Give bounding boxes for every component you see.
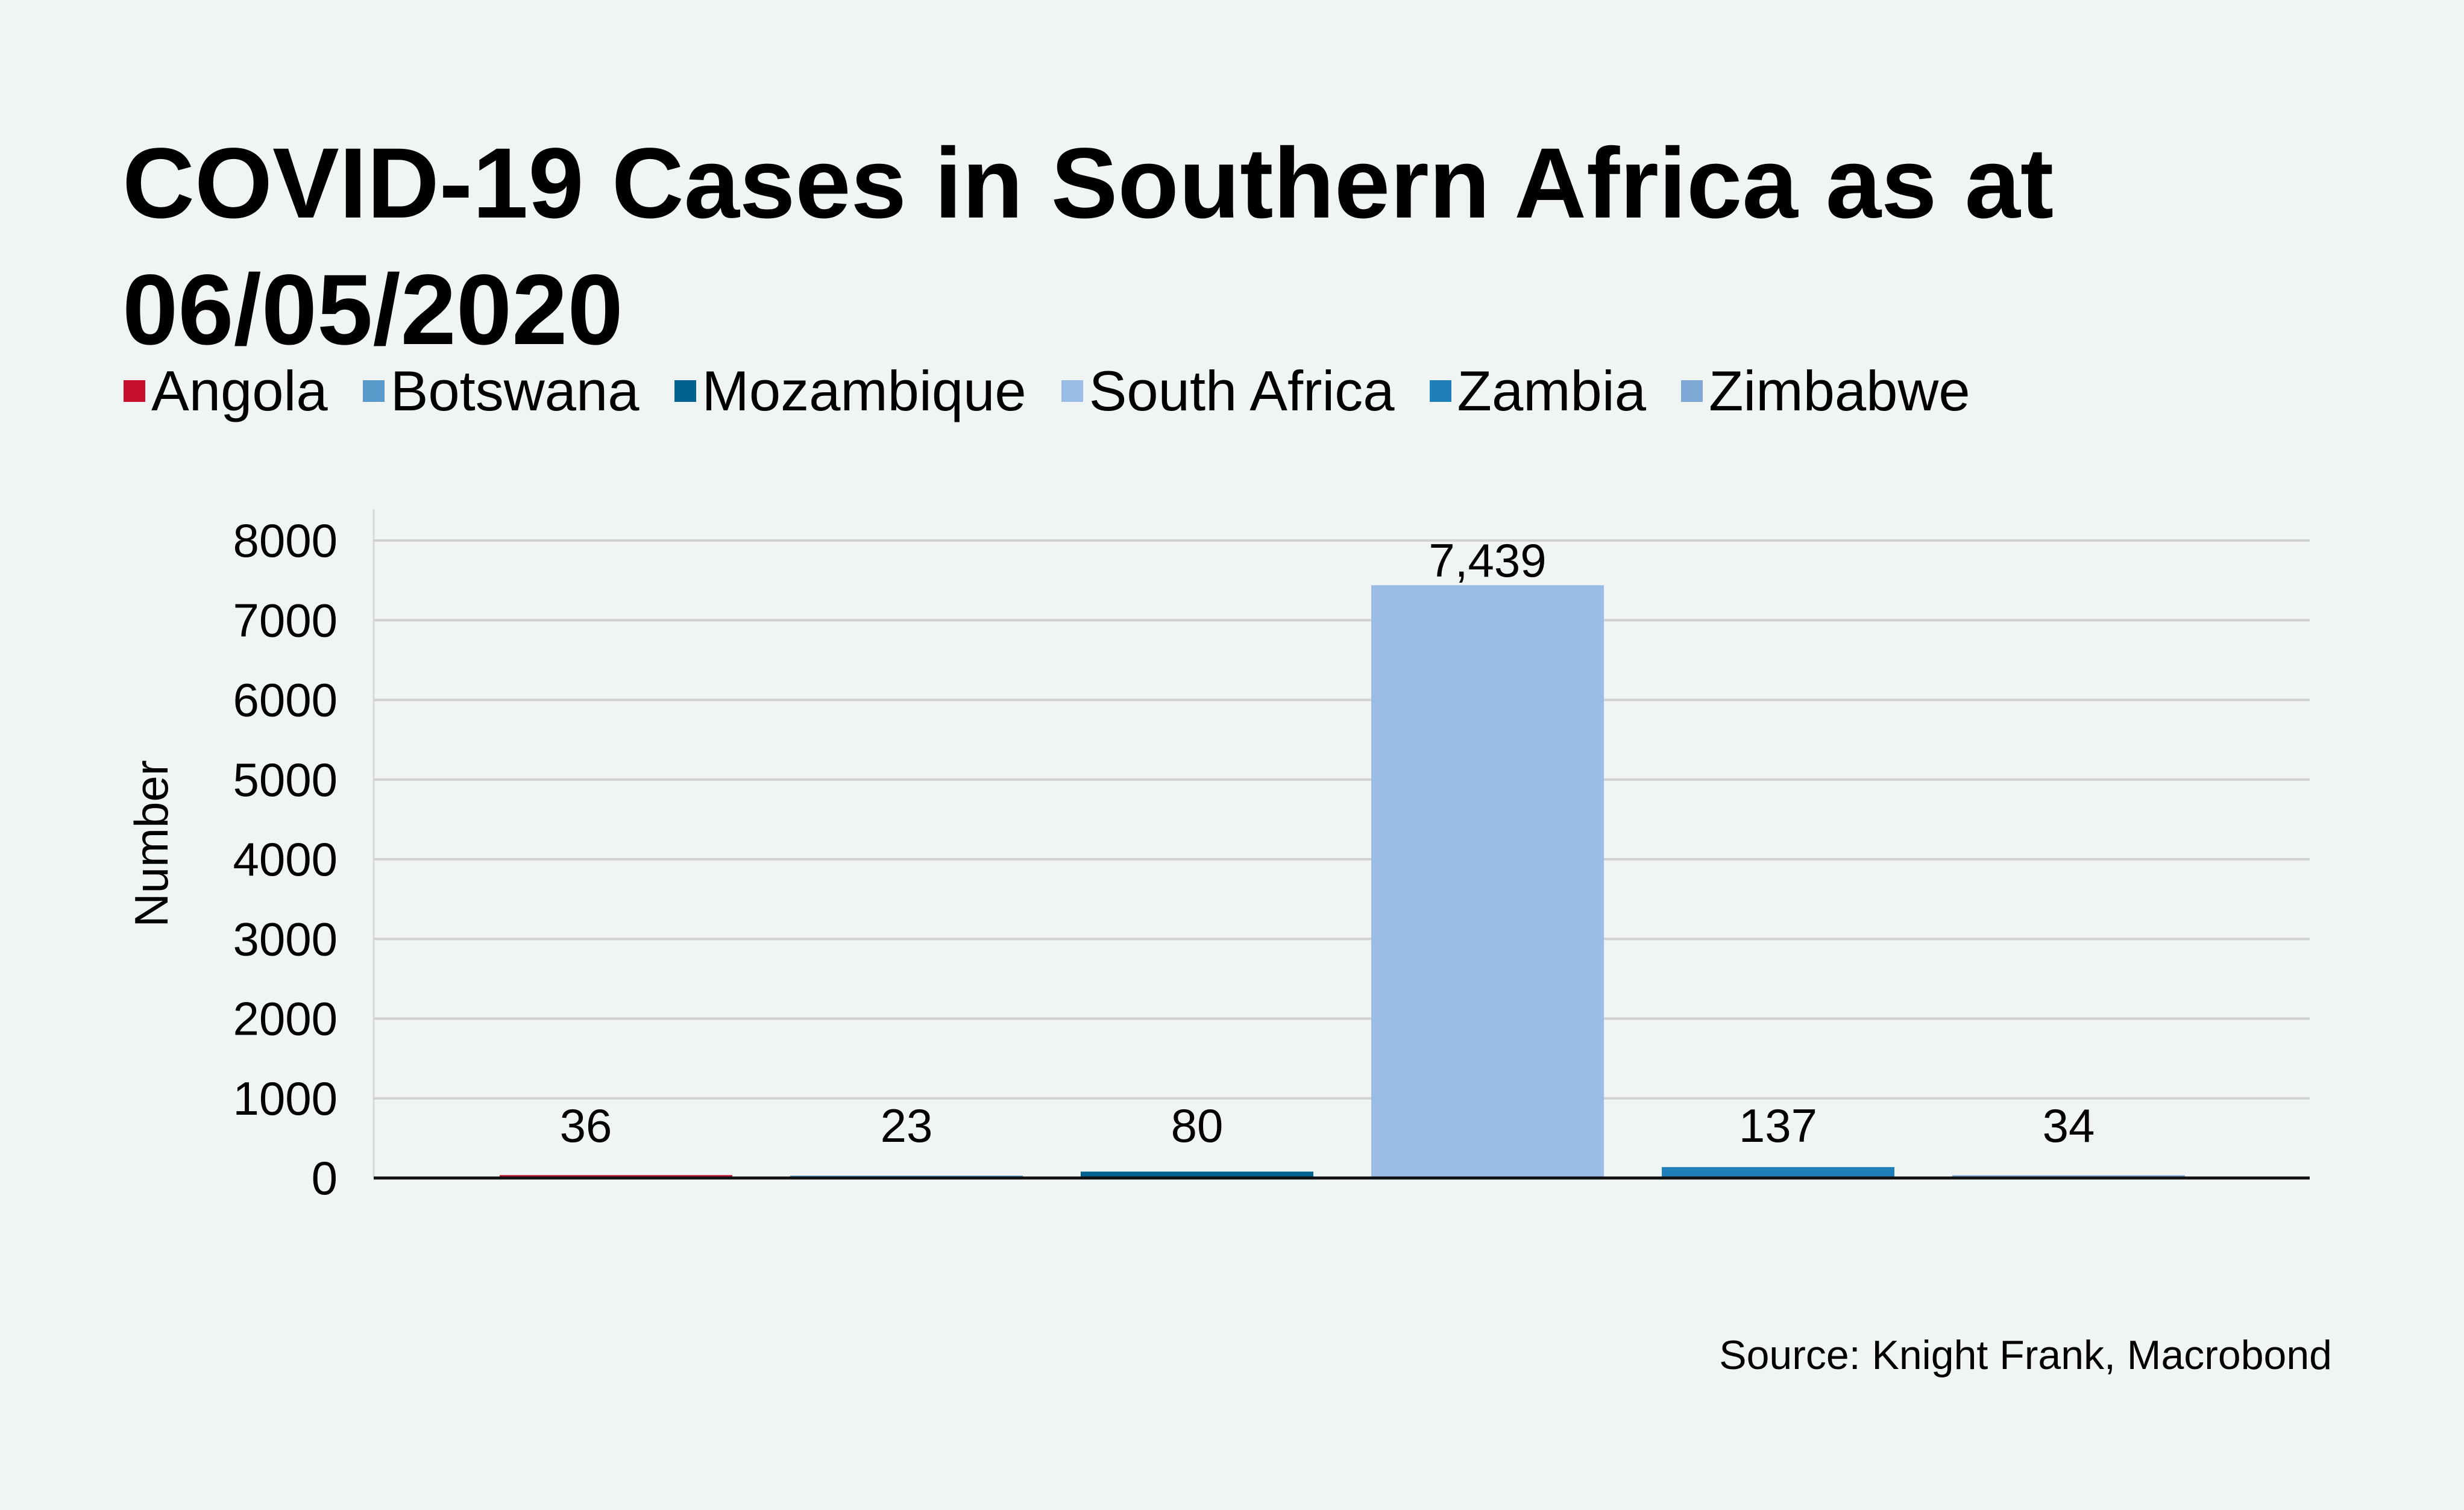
data-label: 7,439 xyxy=(1428,534,1546,587)
y-axis-title: Number xyxy=(125,760,178,927)
legend-swatch xyxy=(1061,380,1083,402)
data-label: 137 xyxy=(1739,1099,1817,1152)
legend-item: Mozambique xyxy=(674,359,1026,424)
legend-label: Botswana xyxy=(390,359,640,422)
bar-mozambique xyxy=(1081,1171,1313,1178)
y-tick-label: 3000 xyxy=(233,912,338,965)
bar-south-africa xyxy=(1371,585,1604,1178)
legend-item: Zimbabwe xyxy=(1681,359,1970,424)
y-tick-label: 1000 xyxy=(233,1072,338,1125)
legend: Angola Botswana Mozambique South Africa Zamb… xyxy=(124,359,1970,424)
legend-label: Angola xyxy=(151,359,328,422)
source-note: Source: Knight Frank, Macrobond xyxy=(1719,1332,2332,1378)
y-tick-label: 0 xyxy=(312,1151,338,1205)
y-tick-label: 7000 xyxy=(233,594,338,647)
legend-label: Mozambique xyxy=(702,359,1026,422)
legend-item: Zambia xyxy=(1429,359,1646,424)
data-label: 23 xyxy=(881,1099,933,1152)
legend-swatch xyxy=(124,380,145,402)
legend-label: Zambia xyxy=(1457,359,1646,422)
bar-zambia xyxy=(1662,1167,1894,1178)
legend-label: South Africa xyxy=(1089,359,1395,422)
y-tick-label: 4000 xyxy=(233,833,338,886)
data-label: 80 xyxy=(1171,1099,1224,1152)
legend-label: Zimbabwe xyxy=(1709,359,1970,422)
legend-swatch xyxy=(1429,380,1451,402)
y-tick-label: 2000 xyxy=(233,992,338,1045)
data-label: 36 xyxy=(560,1099,612,1152)
legend-item: South Africa xyxy=(1061,359,1395,424)
legend-swatch xyxy=(1681,380,1703,402)
y-tick-label: 5000 xyxy=(233,753,338,806)
legend-item: Botswana xyxy=(362,359,640,424)
y-tick-label: 8000 xyxy=(233,514,338,567)
legend-item: Angola xyxy=(124,359,328,424)
legend-swatch xyxy=(362,380,385,402)
y-tick-label: 6000 xyxy=(233,674,338,727)
data-label: 34 xyxy=(2043,1099,2095,1152)
chart-title: COVID-19 Cases in Southern Africa as at 0… xyxy=(122,128,2054,366)
legend-swatch xyxy=(674,380,696,402)
